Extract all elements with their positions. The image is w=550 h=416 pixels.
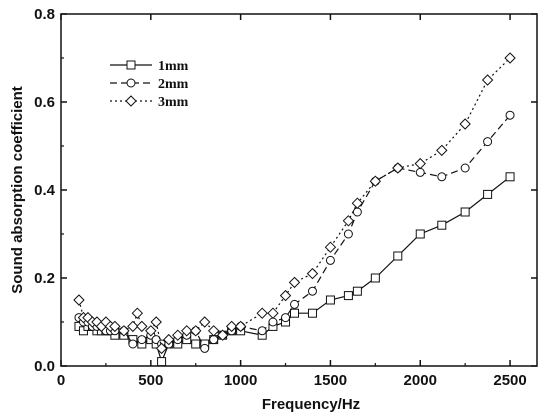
data-point-3mm: [127, 320, 139, 333]
x-tick-label: 2500: [493, 372, 526, 389]
data-point-2mm: [257, 326, 267, 336]
x-tick-label: 0: [57, 372, 65, 389]
data-point-2mm: [343, 229, 353, 239]
data-point-3mm: [342, 215, 355, 227]
data-point-2mm: [209, 335, 219, 345]
data-point-3mm: [369, 175, 382, 187]
legend-entry-1mm: 1mm: [110, 59, 189, 74]
data-point-1mm: [483, 189, 493, 199]
x-axis-title: Frequency/Hz: [262, 396, 360, 413]
data-point-3mm: [163, 333, 175, 346]
data-point-2mm: [437, 172, 447, 182]
x-tick-label: 1000: [224, 372, 257, 389]
data-point-3mm: [181, 325, 193, 337]
y-axis-title: Sound absorption coefficient: [9, 86, 26, 294]
y-tick-label: 0.2: [34, 270, 55, 287]
data-point-2mm: [505, 110, 515, 120]
data-point-3mm: [145, 325, 157, 337]
data-point-2mm: [307, 286, 317, 296]
data-point-2mm: [352, 207, 362, 217]
legend-label: 2mm: [158, 77, 189, 92]
data-point-2mm: [325, 255, 335, 265]
data-point-3mm: [225, 320, 238, 333]
data-point-3mm: [459, 118, 471, 130]
legend-label: 1mm: [158, 59, 189, 74]
x-tick-label: 1500: [314, 372, 347, 389]
data-point-3mm: [306, 267, 319, 280]
data-point-2mm: [415, 167, 425, 177]
data-point-1mm: [460, 207, 470, 217]
data-point-3mm: [351, 197, 364, 209]
data-point-1mm: [370, 273, 380, 283]
data-point-1mm: [191, 339, 201, 349]
data-point-3mm: [190, 325, 202, 337]
data-point-3mm: [150, 316, 162, 328]
legend-marker: [125, 95, 137, 107]
data-point-1mm: [325, 295, 335, 305]
data-point-3mm: [288, 276, 301, 289]
data-point-2mm: [268, 317, 278, 327]
data-point-3mm: [216, 329, 229, 341]
data-point-2mm: [281, 313, 291, 323]
data-point-2mm: [460, 163, 470, 173]
data-point-3mm: [324, 241, 337, 253]
legend-marker: [126, 78, 136, 88]
y-tick-label: 0.6: [34, 94, 55, 111]
y-tick-label: 0.8: [34, 6, 55, 23]
data-point-3mm: [392, 162, 404, 174]
data-point-3mm: [136, 320, 148, 333]
data-point-2mm: [483, 137, 493, 147]
data-point-1mm: [290, 308, 300, 318]
data-point-3mm: [414, 157, 426, 170]
data-point-3mm: [279, 289, 292, 302]
y-tick-label: 0.0: [34, 358, 55, 375]
data-point-2mm: [128, 339, 138, 349]
data-point-2mm: [137, 335, 147, 345]
x-tick-label: 2000: [404, 372, 437, 389]
y-tick-label: 0.4: [34, 182, 56, 199]
series-3mm: [73, 52, 516, 355]
data-point-3mm: [234, 320, 247, 333]
data-point-3mm: [118, 325, 130, 337]
data-point-3mm: [155, 342, 168, 355]
x-tick-label: 500: [138, 372, 163, 389]
data-point-3mm: [207, 325, 220, 337]
data-point-3mm: [481, 74, 494, 86]
data-point-1mm: [343, 291, 353, 301]
data-point-3mm: [172, 329, 184, 341]
data-point-1mm: [505, 172, 515, 182]
data-point-1mm: [415, 229, 425, 239]
data-point-3mm: [109, 320, 121, 333]
data-point-1mm: [393, 251, 403, 261]
series-line-3mm: [78, 57, 511, 350]
legend-label: 3mm: [158, 95, 189, 110]
data-point-3mm: [131, 307, 144, 319]
data-point-1mm: [307, 308, 317, 318]
data-point-3mm: [267, 307, 279, 319]
data-point-2mm: [290, 299, 300, 309]
data-point-3mm: [73, 294, 85, 306]
data-point-3mm: [436, 144, 448, 157]
data-point-3mm: [504, 52, 516, 64]
data-point-3mm: [256, 307, 268, 319]
data-point-1mm: [437, 220, 447, 230]
legend-entry-3mm: 3mm: [110, 95, 189, 110]
data-point-1mm: [352, 286, 362, 296]
legend-entry-2mm: 2mm: [110, 77, 189, 92]
data-point-3mm: [198, 316, 211, 328]
series-line-1mm: [78, 176, 511, 364]
data-point-1mm: [157, 357, 167, 367]
legend-marker: [126, 60, 136, 70]
data-point-2mm: [200, 343, 210, 353]
